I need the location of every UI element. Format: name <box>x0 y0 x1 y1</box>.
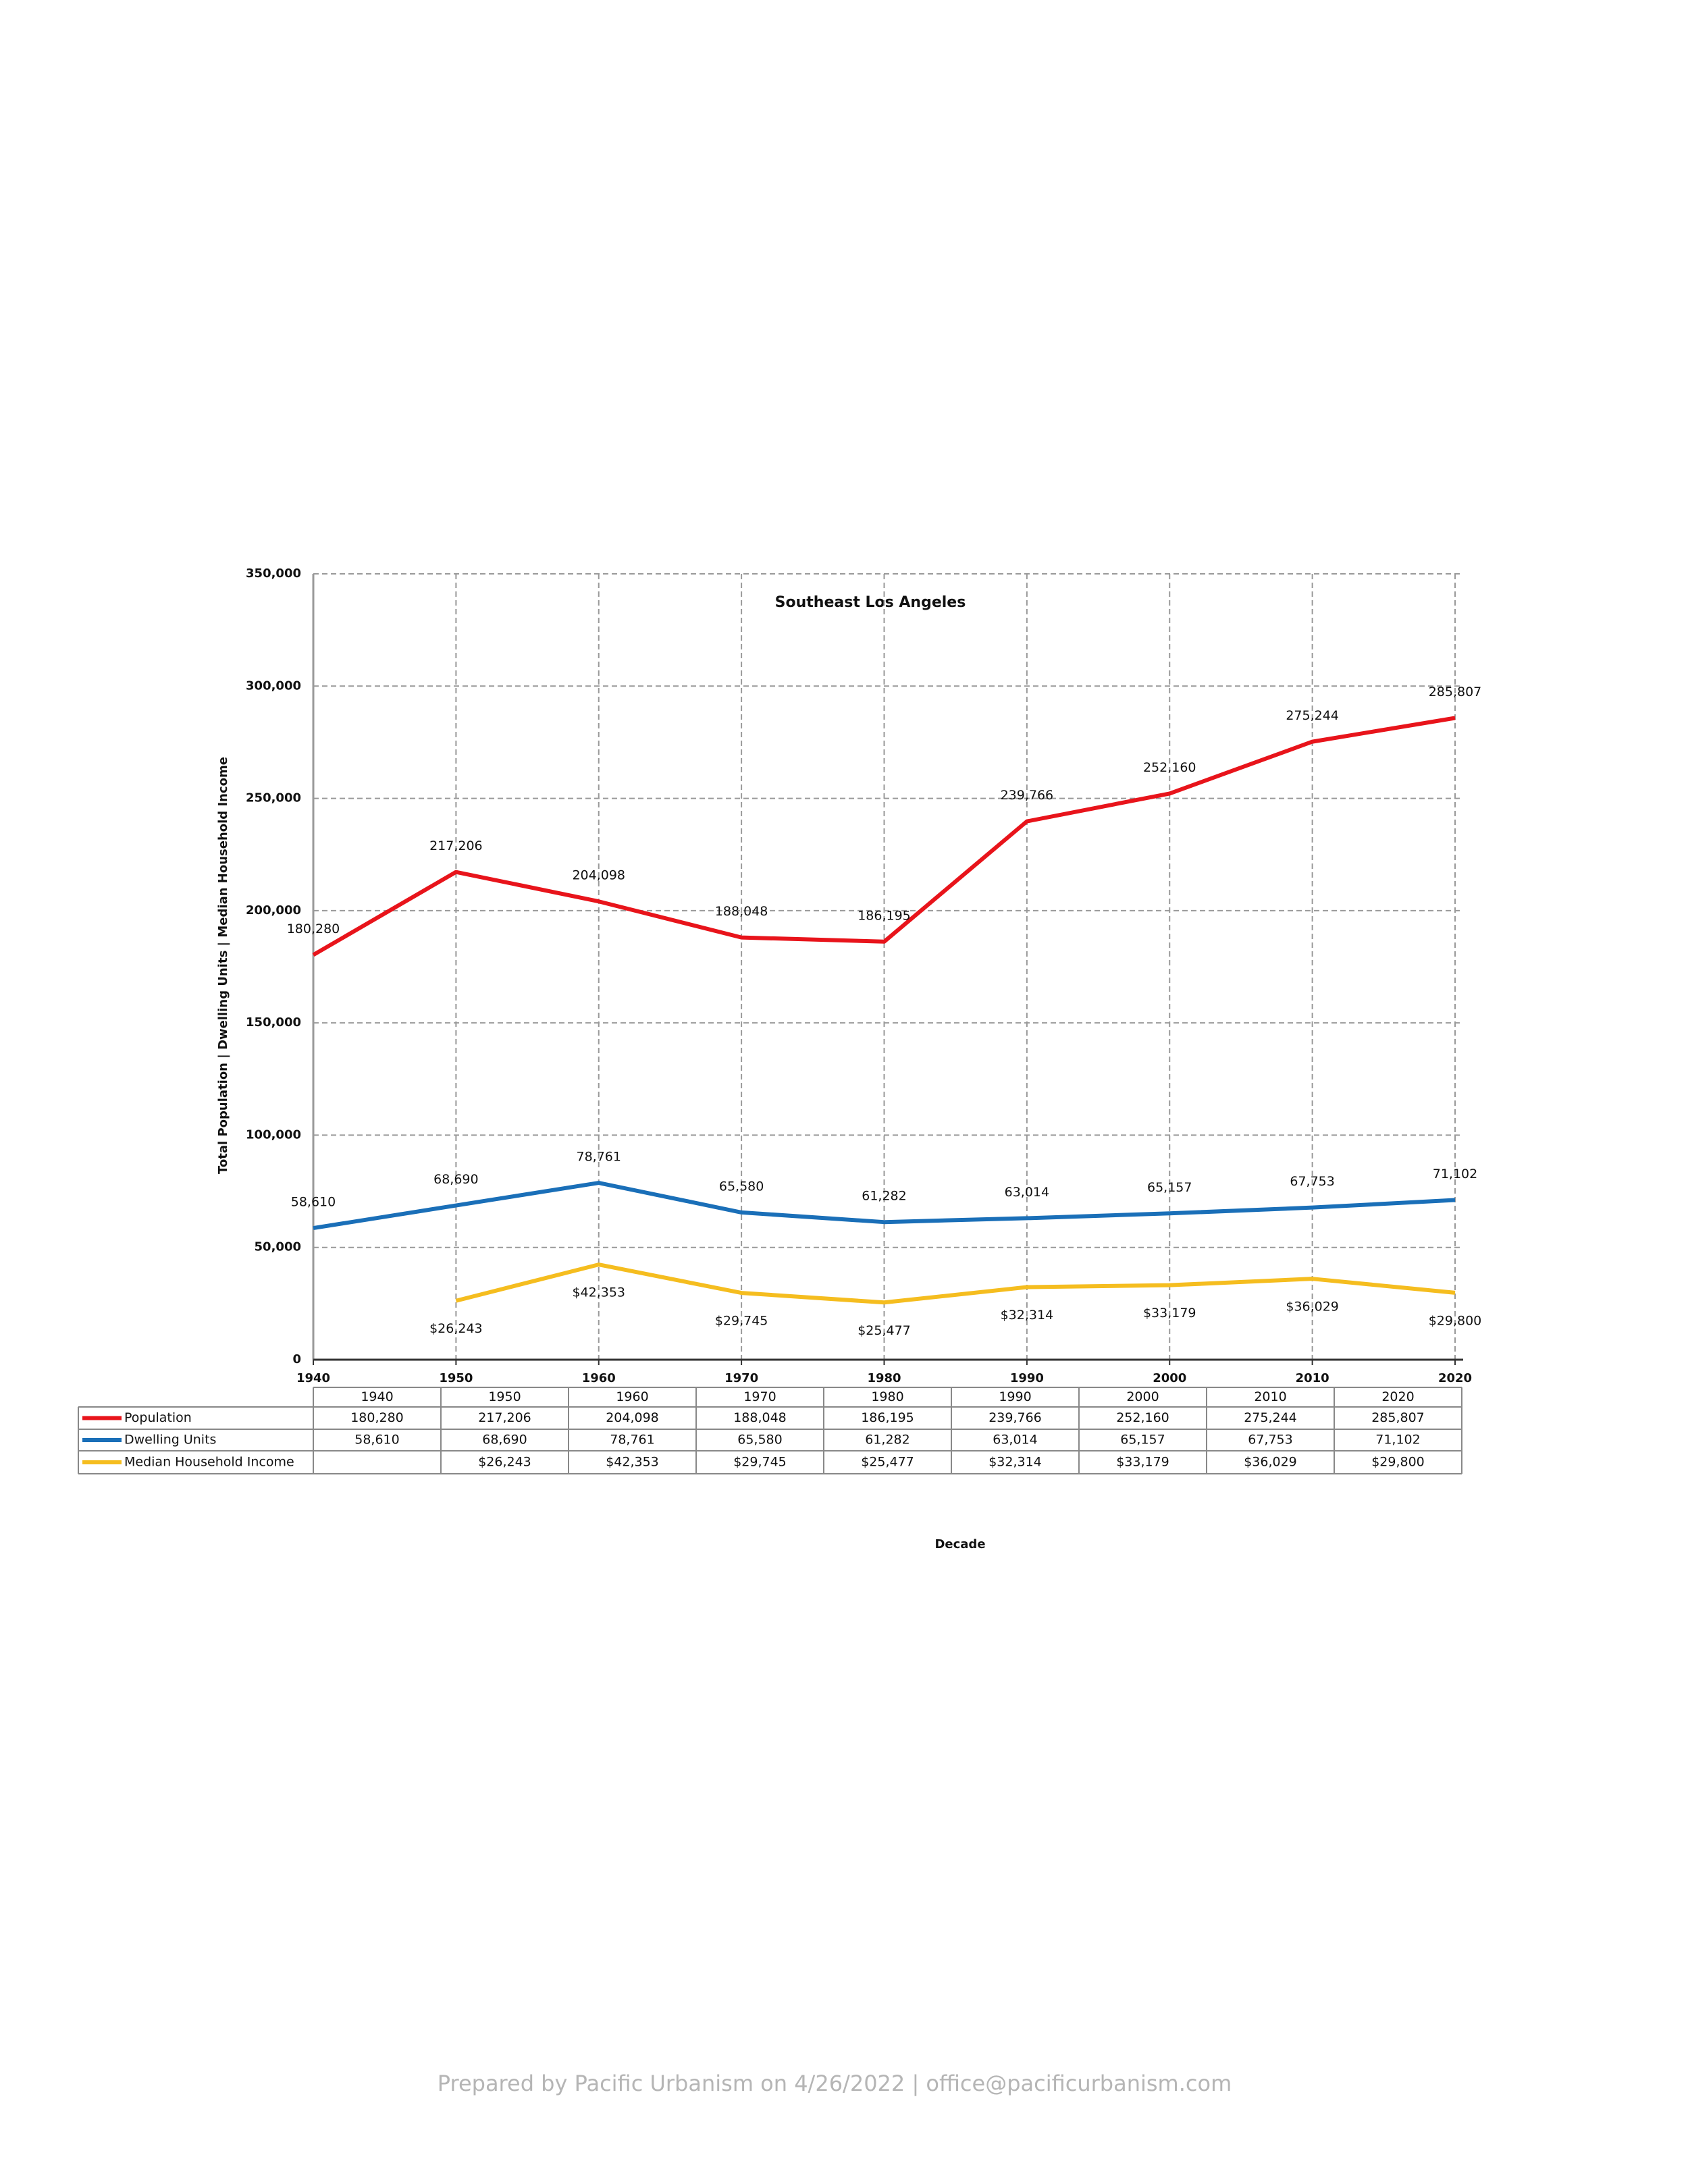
y-tick-label: 100,000 <box>246 1127 301 1142</box>
series-line <box>312 716 1456 957</box>
data-label: 180,280 <box>287 922 340 936</box>
data-label: 67,753 <box>1290 1174 1334 1189</box>
table-cell: 204,098 <box>606 1410 659 1425</box>
data-label: 65,580 <box>719 1179 764 1194</box>
table-header: 1960 <box>616 1389 648 1404</box>
x-tick-label: 1940 <box>296 1371 330 1385</box>
data-label: 285,807 <box>1429 685 1482 699</box>
table-cell: 63,014 <box>993 1433 1037 1447</box>
data-label: 71,102 <box>1433 1167 1477 1181</box>
table-cell: 239,766 <box>988 1410 1042 1425</box>
table-header: 2010 <box>1254 1389 1286 1404</box>
x-tick-label: 2020 <box>1438 1371 1472 1385</box>
table-cell: 252,160 <box>1116 1410 1169 1425</box>
x-tick-label: 1950 <box>439 1371 473 1385</box>
table-cell: 285,807 <box>1371 1410 1425 1425</box>
data-label: 204,098 <box>572 868 625 883</box>
table-cell: 78,761 <box>610 1433 654 1447</box>
table-header: 1990 <box>999 1389 1031 1404</box>
chart-title: Southeast Los Angeles <box>775 594 966 611</box>
table-header: 1950 <box>488 1389 521 1404</box>
data-label: $29,745 <box>715 1314 768 1329</box>
table-header: 1940 <box>361 1389 393 1404</box>
x-axis-label: Decade <box>934 1537 985 1551</box>
data-label: 186,195 <box>858 908 911 923</box>
table-cell: 180,280 <box>350 1410 404 1425</box>
table-cell: $26,243 <box>478 1455 531 1470</box>
data-label: 65,157 <box>1147 1180 1192 1195</box>
y-tick-label: 350,000 <box>246 566 301 581</box>
table-header: 2000 <box>1126 1389 1159 1404</box>
data-label: 275,244 <box>1286 708 1339 723</box>
data-label: $26,243 <box>429 1321 483 1336</box>
y-tick-label: 50,000 <box>255 1240 301 1254</box>
data-label: $32,314 <box>1001 1308 1054 1323</box>
x-tick-label: 1980 <box>867 1371 901 1385</box>
data-label: 61,282 <box>862 1189 906 1204</box>
table-cell: 58,610 <box>354 1433 399 1447</box>
table-header: 2020 <box>1381 1389 1414 1404</box>
table-cell: 68,690 <box>482 1433 527 1447</box>
table-cell: $32,314 <box>988 1455 1042 1470</box>
data-label: 58,610 <box>291 1195 336 1210</box>
y-tick-label: 300,000 <box>246 678 301 693</box>
x-tick-label: 1960 <box>582 1371 616 1385</box>
data-label: $36,029 <box>1286 1300 1339 1314</box>
y-tick-label: 0 <box>292 1352 301 1366</box>
table-cell: $33,179 <box>1116 1455 1169 1470</box>
legend-label: Median Household Income <box>124 1455 294 1470</box>
table-cell: 61,282 <box>865 1433 909 1447</box>
x-tick-label: 1990 <box>1010 1371 1044 1385</box>
series-line <box>455 1262 1456 1305</box>
table-cell: 71,102 <box>1375 1433 1420 1447</box>
y-tick-label: 250,000 <box>246 791 301 805</box>
table-header: 1980 <box>871 1389 903 1404</box>
table-cell: 65,580 <box>737 1433 782 1447</box>
data-label: $25,477 <box>858 1323 911 1338</box>
data-label: 252,160 <box>1143 760 1196 775</box>
x-tick-label: 1970 <box>724 1371 758 1385</box>
table-header: 1970 <box>743 1389 776 1404</box>
data-label: 63,014 <box>1005 1185 1049 1200</box>
series-line <box>313 1181 1456 1231</box>
table-cell: $42,353 <box>606 1455 659 1470</box>
legend-label: Population <box>124 1410 192 1425</box>
table-cell: $29,745 <box>733 1455 787 1470</box>
table-cell: $29,800 <box>1371 1455 1425 1470</box>
table-cell: 65,157 <box>1120 1433 1165 1447</box>
data-label: $42,353 <box>572 1285 625 1300</box>
table-cell: $36,029 <box>1244 1455 1297 1470</box>
table-cell: 186,195 <box>861 1410 914 1425</box>
y-tick-label: 200,000 <box>246 903 301 917</box>
y-tick-label: 150,000 <box>246 1015 301 1030</box>
data-label: 188,048 <box>715 904 768 919</box>
legend-label: Dwelling Units <box>124 1433 216 1447</box>
data-label: $33,179 <box>1143 1306 1196 1321</box>
table-cell: 217,206 <box>478 1410 531 1425</box>
data-label: 78,761 <box>577 1150 621 1165</box>
data-label: 68,690 <box>433 1172 478 1187</box>
table-cell: 275,244 <box>1244 1410 1297 1425</box>
x-tick-label: 2000 <box>1153 1371 1186 1385</box>
data-label: $29,800 <box>1429 1313 1482 1328</box>
footer: Prepared by Pacific Urbanism on 4/26/202… <box>438 2071 1232 2096</box>
data-label: 239,766 <box>1001 788 1054 803</box>
x-tick-label: 2010 <box>1296 1371 1329 1385</box>
data-label: 217,206 <box>429 838 483 853</box>
table-cell: 67,753 <box>1248 1433 1292 1447</box>
table-cell: $25,477 <box>861 1455 914 1470</box>
table-cell: 188,048 <box>733 1410 787 1425</box>
y-axis-label: Total Population | Dwelling Units | Medi… <box>216 757 230 1174</box>
